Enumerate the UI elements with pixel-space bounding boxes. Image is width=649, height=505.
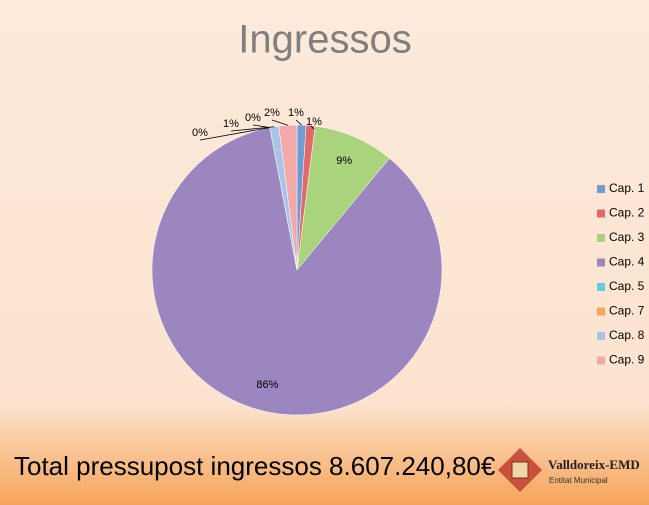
logo-tower <box>511 461 529 479</box>
leader-line <box>271 119 289 126</box>
legend-label: Cap. 2 <box>609 206 645 220</box>
legend-swatch <box>597 258 605 267</box>
legend-label: Cap. 9 <box>609 353 645 367</box>
logo-title: Valldoreix-EMD <box>548 457 640 472</box>
leader-line <box>310 125 315 130</box>
data-label: 1% <box>306 116 322 128</box>
leader-line <box>295 119 302 126</box>
legend-label: Cap. 8 <box>609 328 645 342</box>
legend-swatch <box>597 185 605 193</box>
legend-label: Cap. 4 <box>609 255 645 269</box>
logo-subtitle: Entitat Municipal <box>549 476 608 485</box>
data-label: 1% <box>223 118 239 130</box>
legend-swatch <box>597 283 605 291</box>
chart-title: Ingressos <box>238 18 411 62</box>
data-label: 86% <box>256 379 278 391</box>
pie-slice <box>278 124 298 271</box>
legend-label: Cap. 5 <box>609 279 645 293</box>
legend-swatch <box>597 234 605 242</box>
pie-slice <box>296 125 390 271</box>
data-label: 2% <box>264 107 280 119</box>
legend-swatch <box>597 356 605 365</box>
legend-label: Cap. 7 <box>609 304 645 318</box>
pie-slice <box>151 127 443 416</box>
data-label: 1% <box>288 107 304 119</box>
legend-swatch <box>597 307 605 316</box>
logo-icon <box>498 448 542 492</box>
legend-label: Cap. 3 <box>609 230 645 244</box>
data-label: 0% <box>192 127 208 139</box>
legend-swatch <box>597 332 605 340</box>
data-label: 9% <box>336 155 352 167</box>
data-label: 0% <box>245 112 261 124</box>
leader-line <box>230 126 275 132</box>
leader-line <box>199 127 270 141</box>
footer-total: Total pressupost ingressos 8.607.240,80€ <box>14 451 496 481</box>
legend-label: Cap. 1 <box>609 181 645 195</box>
legend-swatch <box>597 209 605 218</box>
